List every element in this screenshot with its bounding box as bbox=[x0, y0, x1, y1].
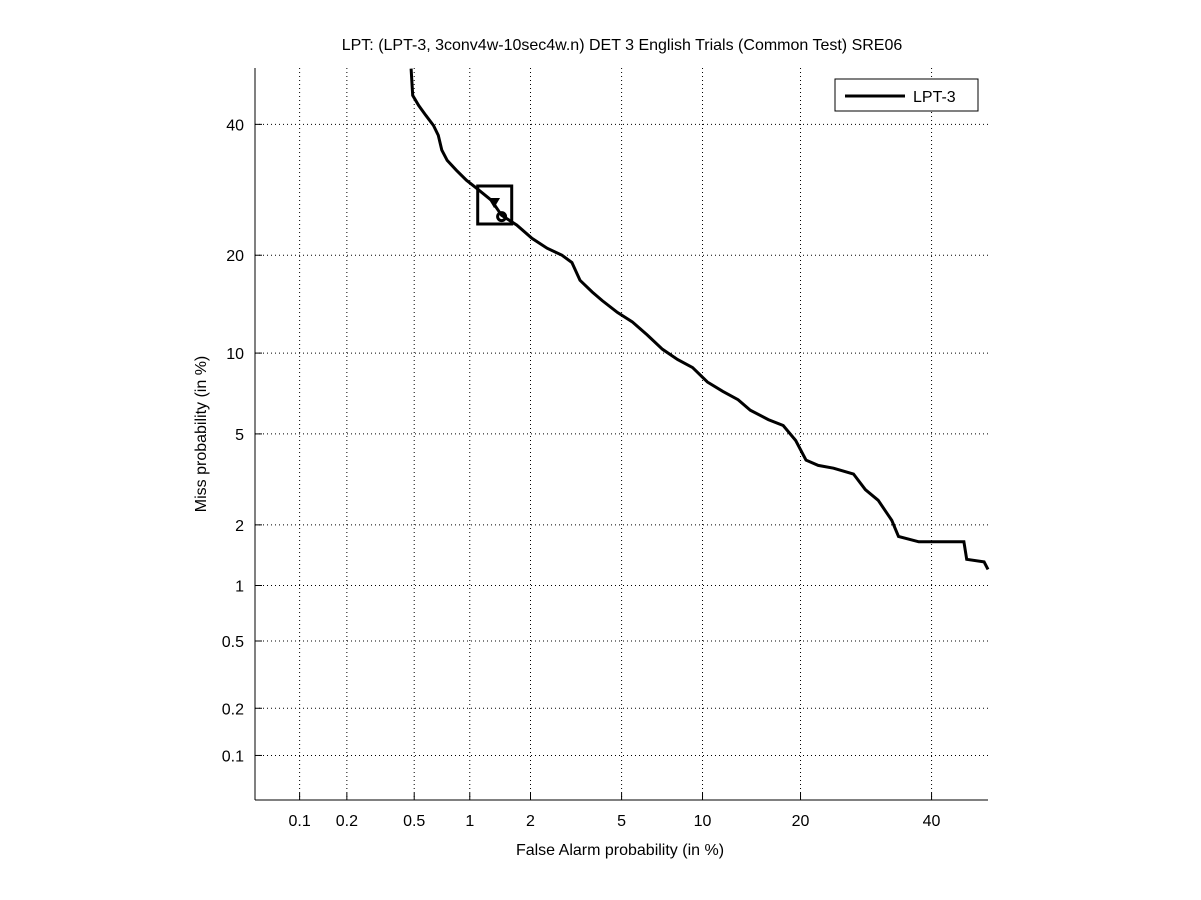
y-tick-label: 10 bbox=[226, 346, 244, 363]
y-tick-label: 1 bbox=[235, 579, 244, 596]
chart-title: LPT: (LPT-3, 3conv4w-10sec4w.n) DET 3 En… bbox=[342, 37, 903, 54]
y-tick-label: 5 bbox=[235, 427, 244, 444]
legend: LPT-3 bbox=[834, 78, 979, 112]
x-tick-label: 1 bbox=[465, 813, 474, 830]
series-line-lpt-3 bbox=[409, 68, 990, 571]
x-tick-label: 0.2 bbox=[336, 813, 358, 830]
operating-point-triangle bbox=[488, 197, 501, 208]
min-dcf-box bbox=[476, 184, 514, 226]
x-tick-label: 2 bbox=[526, 813, 535, 830]
y-tick-label: 2 bbox=[235, 518, 244, 535]
x-axis-label: False Alarm probability (in %) bbox=[516, 842, 724, 859]
series-group bbox=[409, 68, 990, 571]
legend-label-lpt-3: LPT-3 bbox=[913, 89, 956, 106]
x-tick-label: 20 bbox=[792, 813, 810, 830]
y-tick-label: 0.1 bbox=[222, 748, 244, 765]
y-tick-label: 20 bbox=[226, 248, 244, 265]
x-tick-label: 10 bbox=[694, 813, 712, 830]
operating-point-circle bbox=[496, 211, 508, 223]
x-tick-label: 0.5 bbox=[403, 813, 425, 830]
x-tick-label: 5 bbox=[617, 813, 626, 830]
y-axis-label: Miss probability (in %) bbox=[193, 356, 210, 512]
plot-area-frame bbox=[255, 68, 988, 800]
y-tick-label: 0.5 bbox=[222, 634, 244, 651]
ticks: 0.1 0.2 0.5 1 2 5 10 20 40 0.1 0.2 0.5 1 2 5 10 20 40 bbox=[222, 117, 941, 830]
x-tick-label: 40 bbox=[923, 813, 941, 830]
x-tick-label: 0.1 bbox=[288, 813, 310, 830]
y-tick-label: 0.2 bbox=[222, 701, 244, 718]
y-tick-label: 40 bbox=[226, 117, 244, 134]
markers-group bbox=[476, 184, 514, 226]
grid bbox=[255, 68, 988, 800]
